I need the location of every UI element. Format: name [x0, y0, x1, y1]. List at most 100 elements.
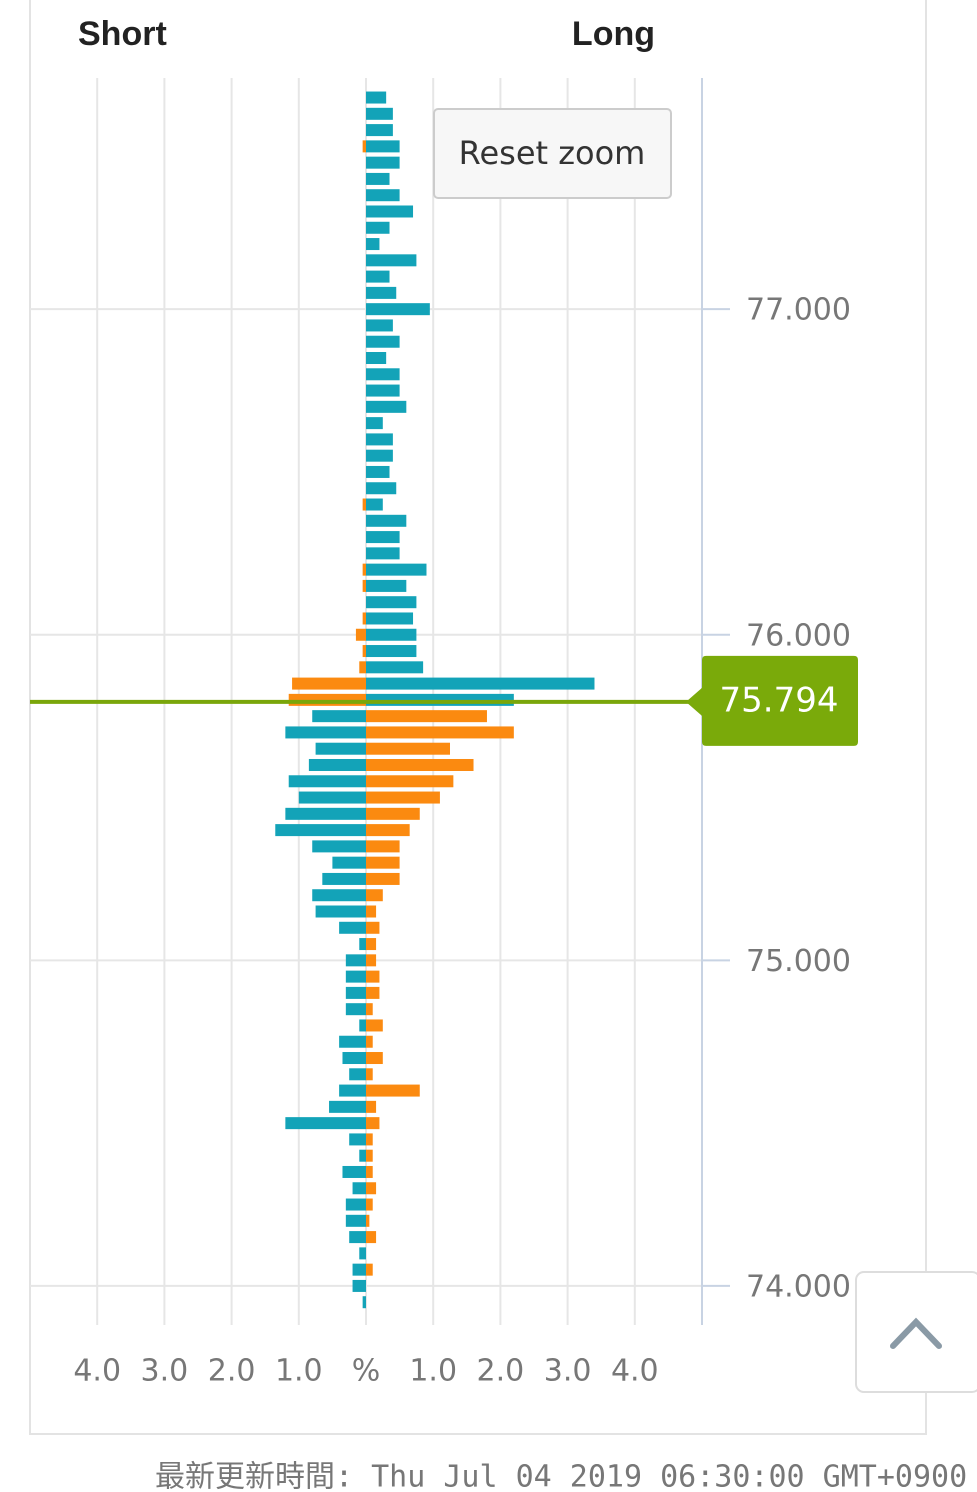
bar [366, 596, 417, 609]
bar [366, 872, 400, 885]
bar [366, 661, 424, 674]
bar [366, 1165, 373, 1178]
bar [366, 563, 427, 576]
bar [366, 1149, 373, 1162]
bar [366, 1263, 373, 1276]
bar [366, 124, 393, 137]
bar [366, 514, 407, 527]
bar [366, 270, 390, 283]
bar [366, 1084, 420, 1097]
value-tick-label: 1.0 [275, 1354, 323, 1389]
bar [366, 856, 400, 869]
bar [366, 335, 400, 348]
bar [349, 1068, 366, 1081]
bar [366, 1182, 377, 1195]
bar [352, 1279, 366, 1292]
bar [366, 986, 380, 999]
value-tick-label: 4.0 [611, 1354, 659, 1389]
bar [366, 1100, 377, 1113]
bar [362, 498, 366, 511]
current-price-badge [686, 655, 858, 746]
bar [322, 872, 366, 885]
bar [345, 1198, 366, 1211]
bar [366, 91, 387, 104]
bar [362, 579, 366, 592]
bar [345, 954, 366, 967]
bar [366, 384, 400, 397]
bar [362, 140, 366, 153]
value-tick-label: 3.0 [141, 1354, 189, 1389]
bar [349, 1231, 366, 1244]
bar [366, 1198, 373, 1211]
reset-zoom-text[interactable]: Reset zoom [459, 134, 646, 172]
bar [366, 954, 377, 967]
bar [359, 938, 366, 951]
value-tick-label: 1.0 [409, 1354, 457, 1389]
bar [359, 1247, 366, 1260]
bar [366, 645, 417, 658]
bar [366, 889, 383, 902]
value-tick-label: % [352, 1354, 381, 1389]
bar [366, 742, 450, 755]
bar [366, 319, 393, 332]
bar [342, 1165, 366, 1178]
bar [366, 368, 400, 381]
bar [366, 1117, 380, 1130]
short-label: Short [78, 15, 167, 53]
bar [366, 710, 487, 723]
bar [312, 840, 366, 853]
bar [275, 824, 366, 837]
overlay: 75.794 [30, 655, 858, 746]
bar [298, 791, 366, 804]
bar [366, 172, 390, 185]
bar [362, 645, 366, 658]
price-tick-label: 76.000 [746, 618, 851, 653]
bar [366, 1019, 383, 1032]
scroll-top-box[interactable] [855, 1271, 977, 1393]
bar [366, 807, 420, 820]
chart-frame [29, 0, 927, 1435]
bar [366, 791, 440, 804]
bar [366, 254, 417, 267]
bar [288, 775, 366, 788]
bar [352, 1263, 366, 1276]
bar [366, 238, 380, 251]
price-tick-label: 74.000 [746, 1269, 851, 1304]
bar [366, 628, 417, 641]
bar [366, 140, 400, 153]
bar [355, 628, 366, 641]
bar [359, 661, 366, 674]
bar [366, 1003, 373, 1016]
bar [366, 758, 474, 771]
bar [366, 286, 397, 299]
bar [345, 970, 366, 983]
scroll-top-button[interactable] [855, 1271, 977, 1393]
bar [339, 1084, 366, 1097]
bar [366, 433, 393, 446]
bar [315, 742, 366, 755]
value-tick-label: 2.0 [208, 1354, 256, 1389]
bar [366, 921, 380, 934]
bar [339, 921, 366, 934]
reset-zoom-box[interactable] [433, 108, 672, 199]
bar [366, 1231, 377, 1244]
value-tick-label: 2.0 [477, 1354, 525, 1389]
bar [332, 856, 366, 869]
bar [366, 1035, 373, 1048]
value-tick-label: 4.0 [73, 1354, 121, 1389]
bar [292, 677, 366, 690]
bar [312, 889, 366, 902]
bar [366, 205, 414, 218]
bar [366, 1068, 373, 1081]
bar [366, 352, 387, 365]
bar [366, 905, 377, 918]
bar [366, 449, 393, 462]
value-tick-label: 3.0 [544, 1354, 592, 1389]
reset-zoom-button[interactable]: Reset zoom [433, 108, 672, 199]
bar [366, 498, 383, 511]
bar [366, 677, 595, 690]
chevron-icon[interactable] [890, 1317, 942, 1349]
bar [366, 547, 400, 560]
bar [366, 726, 514, 739]
bar [345, 1214, 366, 1227]
